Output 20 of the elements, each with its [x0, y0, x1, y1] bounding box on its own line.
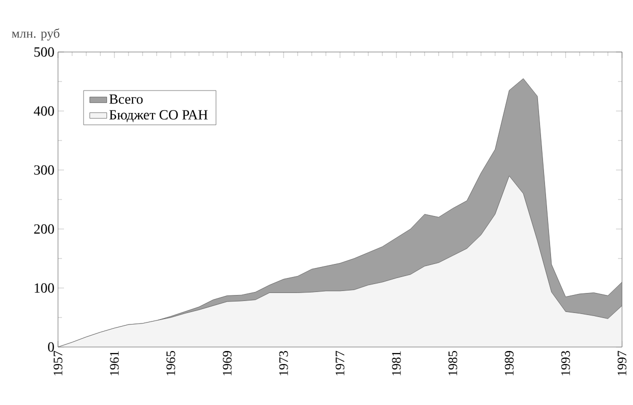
y-tick-label: 200 — [34, 224, 54, 234]
x-tick-label: 1981 — [392, 351, 401, 376]
x-tick-label: 1957 — [54, 350, 62, 376]
x-tick-label: 1969 — [222, 351, 232, 376]
y-tick-label: 300 — [34, 165, 54, 175]
y-tick-label: 0 — [48, 342, 54, 352]
x-tick-label: 1989 — [504, 351, 514, 376]
x-tick-label: 1961 — [110, 351, 119, 376]
x-tick-label: 1993 — [561, 351, 570, 376]
y-axis-title: млн. руб — [12, 28, 60, 40]
x-tick-label: 1977 — [336, 350, 344, 376]
legend-label: Всего — [109, 94, 143, 104]
legend-label: Бюджет СО РАН — [109, 110, 208, 122]
x-tick-label: 1997 — [618, 350, 626, 376]
y-tick-label: 100 — [34, 283, 54, 293]
x-tick-label: 1985 — [448, 351, 458, 376]
x-tick-label: 1973 — [279, 351, 288, 376]
y-tick-label: 400 — [34, 106, 54, 116]
x-tick-label: 1965 — [166, 351, 176, 376]
y-tick-label: 500 — [34, 47, 54, 57]
